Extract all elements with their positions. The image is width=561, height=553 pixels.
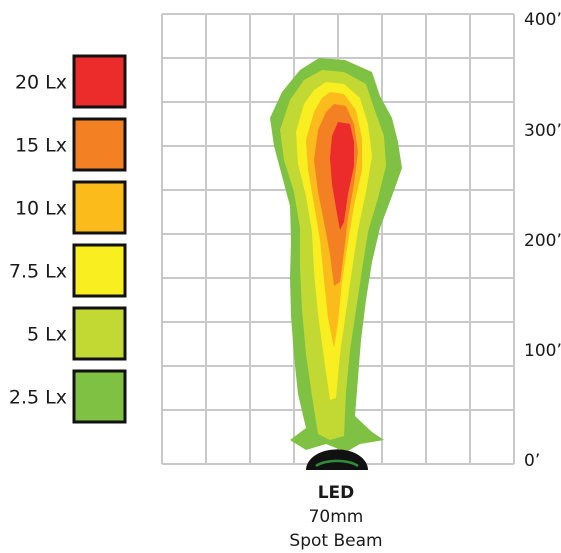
caption: LED 70mm Spot Beam — [289, 483, 382, 551]
distance-tick-label: 300’ — [524, 121, 561, 141]
distance-axis: 400’ 300’ 200’ 100’ 0’ — [524, 10, 561, 471]
caption-type: LED — [318, 483, 355, 503]
legend-label: 2.5 Lx — [9, 387, 67, 409]
legend-label: 20 Lx — [15, 72, 67, 94]
distance-tick-label: 400’ — [524, 10, 561, 30]
legend-swatch — [72, 369, 127, 424]
legend-item: 15 Lx — [15, 117, 127, 172]
legend-item: 20 Lx — [15, 54, 127, 109]
caption-size: 70mm — [309, 507, 364, 527]
legend-item: 7.5 Lx — [9, 243, 127, 298]
beam-pattern — [270, 58, 402, 452]
legend-label: 15 Lx — [15, 135, 67, 157]
legend-label: 7.5 Lx — [9, 261, 67, 283]
legend-swatch — [72, 243, 127, 298]
distance-tick-label: 200’ — [524, 231, 561, 251]
lamp-icon — [306, 449, 368, 470]
distance-tick-label: 100’ — [524, 341, 561, 361]
legend-swatch — [72, 180, 127, 235]
beam-contour-20-lx — [330, 122, 354, 230]
legend-item: 5 Lx — [27, 306, 127, 361]
legend-swatch — [72, 306, 127, 361]
legend-item: 2.5 Lx — [9, 369, 127, 424]
legend-label: 10 Lx — [15, 198, 67, 220]
legend-swatch — [72, 54, 127, 109]
legend-swatch — [72, 117, 127, 172]
caption-beam: Spot Beam — [289, 531, 382, 551]
legend-label: 5 Lx — [27, 324, 67, 346]
legend-item: 10 Lx — [15, 180, 127, 235]
legend: 20 Lx 15 Lx 10 Lx 7.5 Lx 5 Lx 2.5 Lx — [9, 54, 127, 424]
distance-tick-label: 0’ — [524, 451, 540, 471]
